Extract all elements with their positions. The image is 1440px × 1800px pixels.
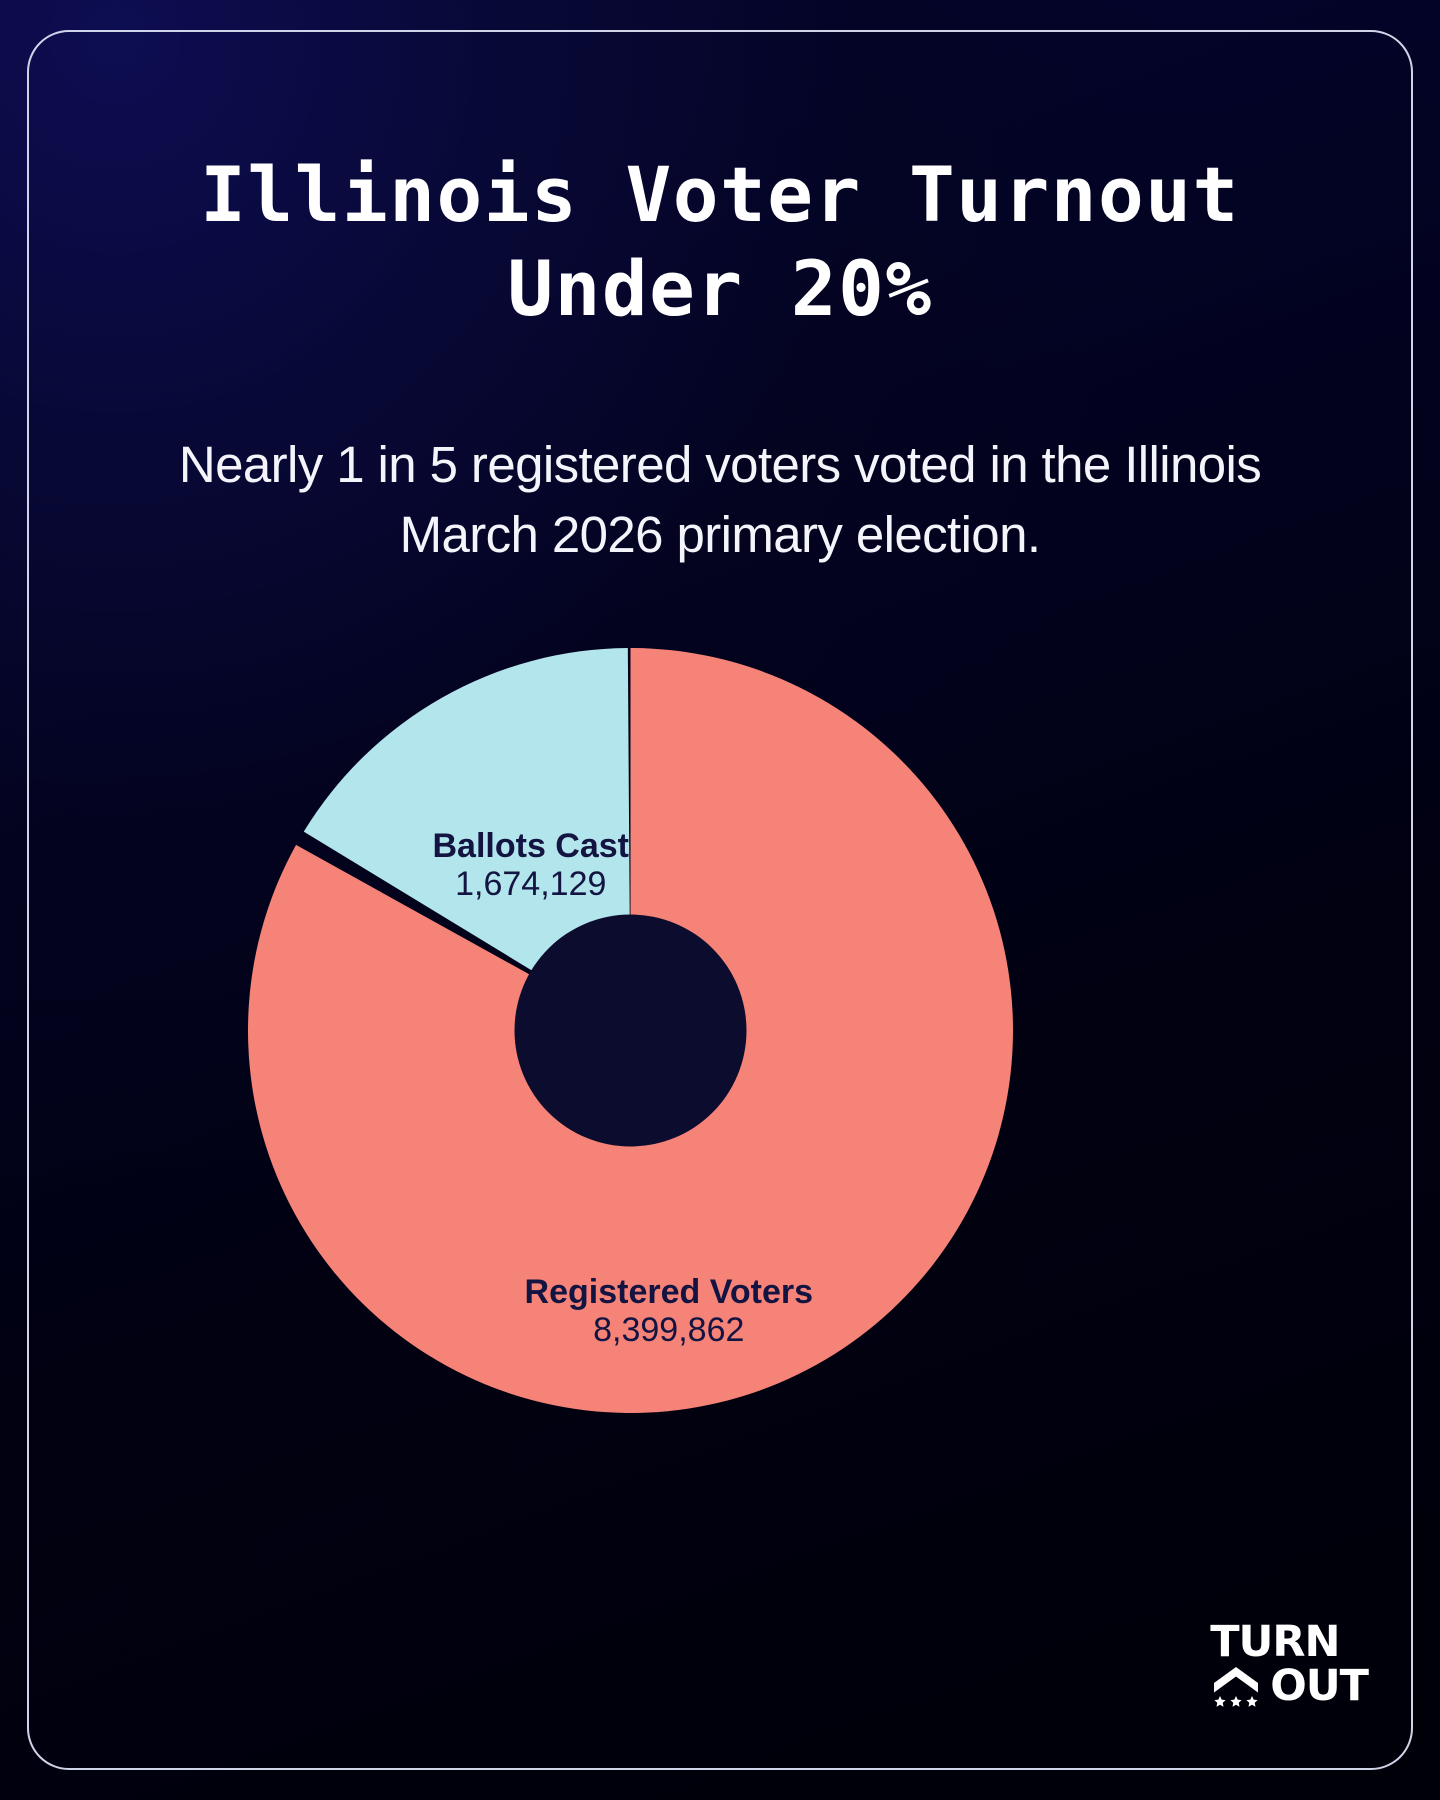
turnout-logo[interactable]: TURN OUT [1210,1616,1369,1711]
page-subtitle: Nearly 1 in 5 registered voters voted in… [120,430,1320,570]
ballots-cast-label: Ballots Cast [433,827,630,865]
ballots-cast-value: 1,674,129 [455,865,606,903]
slice-label-ballots-cast: Ballots Cast 1,674,129 [433,827,630,903]
donut-chart: Ballots Cast 1,674,129 Registered Voters… [248,648,1013,1413]
logo-row-bottom: OUT [1210,1660,1369,1711]
logo-word-out: OUT [1270,1660,1369,1711]
page-title: Illinois Voter Turnout Under 20% [0,148,1440,336]
registered-voters-value: 8,399,862 [593,1311,744,1349]
donut-slices [248,648,1013,1413]
subtitle-line-2: March 2026 primary election. [399,506,1041,563]
slice-label-registered-voters: Registered Voters 8,399,862 [525,1273,813,1349]
registered-voters-label: Registered Voters [525,1273,813,1311]
donut-chart-svg: Ballots Cast 1,674,129 Registered Voters… [248,648,1013,1413]
logo-word-turn: TURN [1210,1616,1340,1667]
donut-center-hole [514,914,747,1147]
pie-slice-ballots-cast[interactable] [303,648,631,1031]
subtitle-line-1: Nearly 1 in 5 registered voters voted in… [178,436,1262,493]
chevrons-and-stars-icon [1214,1667,1259,1707]
logo-row-top: TURN [1210,1616,1340,1667]
headline-line-2: Under 20% [507,244,933,333]
headline-line-1: Illinois Voter Turnout [200,150,1240,239]
